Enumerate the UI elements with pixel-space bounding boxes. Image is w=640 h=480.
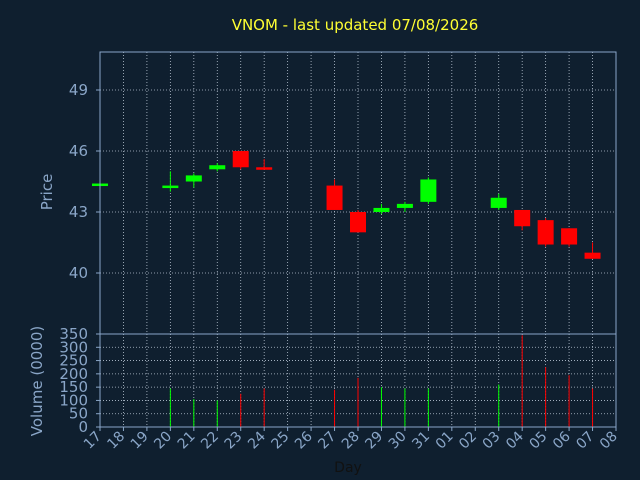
candle-body <box>185 175 202 182</box>
volume-y-tick-label: 250 <box>59 352 88 370</box>
volume-y-tick-label: 200 <box>59 365 88 383</box>
volume-axis-label: Volume (0000) <box>28 326 46 436</box>
x-tick-label: 25 <box>269 429 293 453</box>
x-tick-label: 20 <box>151 429 175 453</box>
x-tick-label: 29 <box>362 429 386 453</box>
candle-body <box>326 185 343 210</box>
volume-bars <box>169 335 594 427</box>
candle-body <box>232 151 249 168</box>
x-tick-label: 18 <box>104 429 128 453</box>
x-tick-label: 23 <box>222 429 246 453</box>
x-axis-label: Day <box>334 460 362 476</box>
x-tick-label: 19 <box>128 429 152 453</box>
candle-body <box>420 179 437 202</box>
price-y-tick-label: 49 <box>69 81 88 99</box>
volume-y-tick-label: 300 <box>59 338 88 356</box>
candle-body <box>537 220 554 245</box>
volume-y-tick-label: 100 <box>59 391 88 409</box>
chart-title: VNOM - last updated 07/08/2026 <box>232 16 479 34</box>
volume-y-tick-label: 50 <box>69 405 88 423</box>
price-y-ticks: 40 43 46 49 <box>69 81 100 282</box>
x-tick-label: 08 <box>597 429 621 453</box>
x-tick-label: 24 <box>245 428 269 452</box>
price-y-tick-label: 40 <box>69 264 88 282</box>
price-axis-label: Price <box>38 174 56 211</box>
candle-body <box>561 228 578 245</box>
candles <box>92 151 601 259</box>
x-tick-label: 26 <box>292 428 316 452</box>
x-tick-label: 28 <box>339 429 363 453</box>
candle-body <box>396 203 413 208</box>
candle-body <box>256 167 273 170</box>
candle-body <box>350 212 366 233</box>
candle-body <box>209 165 226 170</box>
candle-body <box>162 185 179 189</box>
x-tick-label: 21 <box>175 429 199 453</box>
x-tick-label: 22 <box>198 429 222 453</box>
x-ticks: 17 18 19 20 21 22 23 24 25 26 27 28 29 30 31 01 02 03 04 05… <box>81 427 621 452</box>
volume-y-tick-label: 150 <box>59 378 88 396</box>
x-tick-label: 02 <box>456 429 480 453</box>
volume-y-tick-label: 350 <box>59 325 88 343</box>
candle-body <box>514 209 531 227</box>
price-grid <box>99 52 617 334</box>
x-tick-label: 07 <box>573 429 597 453</box>
volume-y-tick-label: 0 <box>78 418 88 436</box>
x-tick-label: 30 <box>386 429 410 453</box>
x-tick-label: 27 <box>315 429 339 453</box>
x-tick-label: 31 <box>409 429 433 453</box>
x-tick-label: 04 <box>503 428 527 452</box>
x-tick-label: 05 <box>527 429 551 453</box>
x-tick-label: 06 <box>550 428 574 452</box>
price-y-tick-label: 43 <box>69 203 88 221</box>
x-tick-label: 03 <box>480 429 504 453</box>
candle-body <box>490 197 507 208</box>
candle-body <box>584 252 601 259</box>
price-y-tick-label: 46 <box>69 142 88 160</box>
candle-body <box>373 207 390 212</box>
x-tick-label: 01 <box>433 429 457 453</box>
